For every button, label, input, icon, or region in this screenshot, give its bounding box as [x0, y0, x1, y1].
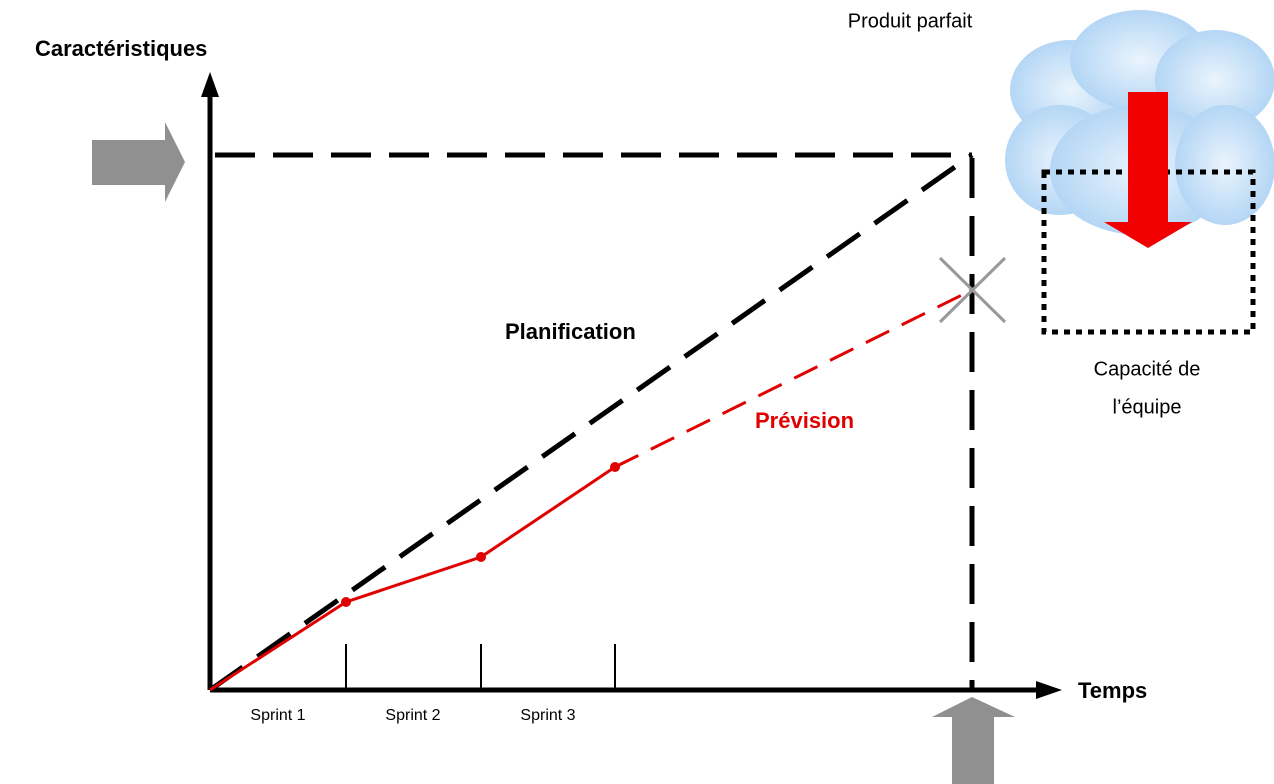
sprint-label: Sprint 3 — [520, 707, 575, 724]
forecast-label: Prévision — [755, 408, 854, 433]
forecast-line — [615, 290, 972, 467]
gray-arrow-left — [92, 122, 185, 202]
capacity-label: l’équipe — [1113, 396, 1182, 418]
planning-line — [210, 155, 972, 690]
planning-label: Planification — [505, 319, 636, 344]
y-axis-arrow — [201, 72, 219, 97]
x-axis-arrow — [1036, 681, 1062, 699]
diagram: Caractéristiques Temps Produit parfait P… — [0, 0, 1274, 784]
sprint-point — [476, 552, 486, 562]
x-axis-label: Temps — [1078, 678, 1147, 703]
gray-arrow-bottom — [932, 697, 1015, 784]
target-label: Produit parfait — [848, 10, 973, 32]
sprint-point — [341, 597, 351, 607]
actual-line — [210, 467, 615, 690]
sprint-point — [610, 462, 620, 472]
capacity-label: Capacité de — [1094, 358, 1201, 380]
y-axis-label: Caractéristiques — [35, 36, 207, 61]
sprint-label: Sprint 1 — [250, 707, 305, 724]
sprint-label: Sprint 2 — [385, 707, 440, 724]
